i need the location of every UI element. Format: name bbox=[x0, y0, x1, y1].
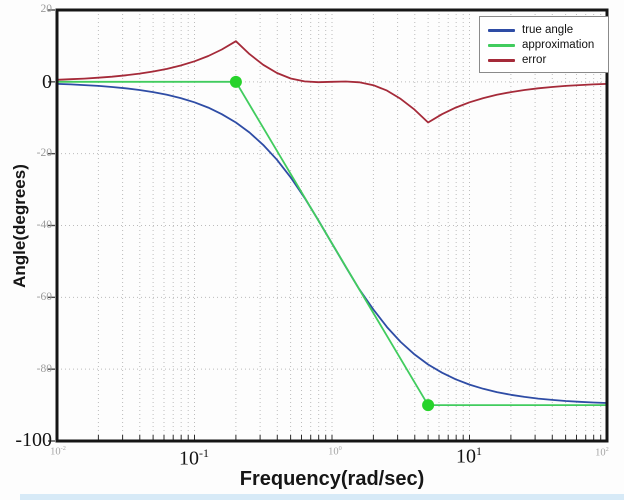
y-tick-label: 0 bbox=[42, 71, 52, 93]
legend-label: true angle bbox=[522, 24, 574, 36]
legend-line-swatch bbox=[488, 43, 515, 47]
y-tick-label: -80 bbox=[36, 363, 52, 375]
x-axis-title: Frequency(rad/sec) bbox=[239, 468, 425, 490]
y-tick-label: -100 bbox=[15, 429, 52, 451]
x-tick-label: 102 bbox=[595, 446, 609, 459]
y-tick-label: -20 bbox=[36, 147, 52, 159]
y-tick-label: -60 bbox=[36, 291, 52, 303]
plot-frame bbox=[55, 8, 609, 443]
axis-ticks bbox=[48, 9, 602, 442]
x-tick-label: 10-2 bbox=[50, 445, 66, 458]
breakpoint-markers bbox=[229, 75, 435, 412]
series-approximation bbox=[56, 80, 608, 407]
y-tick-label: 20 bbox=[40, 3, 53, 15]
legend-line-swatch bbox=[488, 58, 515, 62]
legend-item-approximation: approximation bbox=[488, 38, 602, 52]
legend: true angle approximation error bbox=[479, 16, 609, 73]
break-point-marker bbox=[422, 399, 435, 412]
legend-line-swatch bbox=[488, 28, 515, 32]
legend-label: approximation bbox=[522, 39, 595, 51]
break-point-marker bbox=[229, 75, 242, 88]
bottom-highlight-strip bbox=[20, 494, 624, 500]
grid bbox=[57, 10, 607, 441]
series-error bbox=[56, 40, 608, 124]
y-tick-label: -40 bbox=[36, 219, 52, 231]
x-tick-label: 100 bbox=[328, 445, 342, 458]
legend-item-error: error bbox=[488, 53, 602, 67]
x-tick-label: 101 bbox=[456, 444, 482, 468]
y-axis-title: Angle(degrees) bbox=[10, 164, 29, 288]
legend-item-true-angle: true angle bbox=[488, 23, 602, 37]
legend-label: error bbox=[522, 54, 547, 66]
x-tick-label: 10-1 bbox=[179, 446, 209, 470]
series-lines bbox=[56, 40, 608, 407]
